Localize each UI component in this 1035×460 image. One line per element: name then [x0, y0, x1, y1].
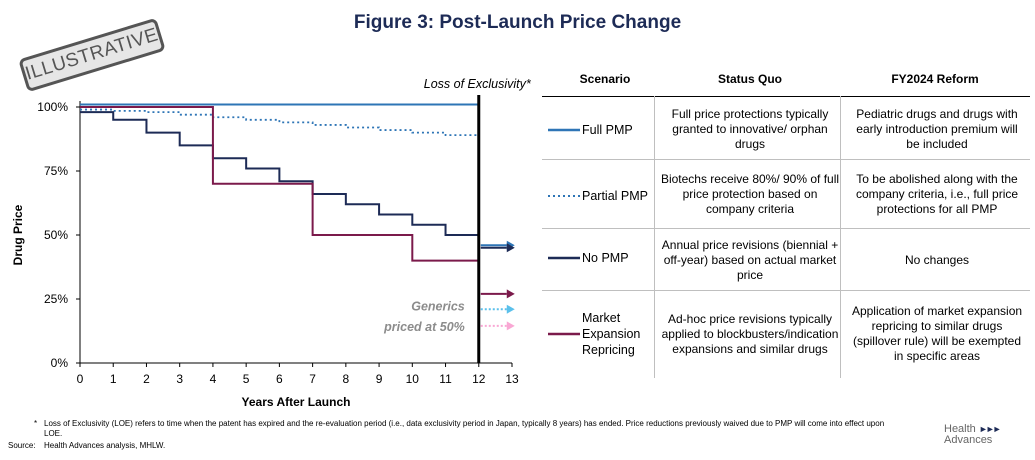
health-advances-logo: Health ►►► Advances: [944, 423, 1002, 446]
arrow-market-expansion-head: [506, 289, 515, 299]
x-tick-label: 0: [77, 372, 84, 386]
x-axis-label: Years After Launch: [242, 395, 351, 409]
y-axis-label: Drug Price: [11, 204, 25, 265]
reform-cell: Pediatric drugs and drugs with early int…: [856, 106, 1018, 151]
series-line-no-pmp: [80, 111, 479, 236]
reform-cell: No changes: [904, 252, 970, 267]
legend-swatch-solid: [548, 128, 580, 132]
table-row-market-expansion: Market Expansion Repricing: [548, 306, 652, 362]
legend-swatch-solid: [548, 256, 580, 260]
x-tick-label: 11: [439, 372, 452, 386]
status-quo-cell: Full price protections typically granted…: [671, 106, 829, 151]
legend-swatch-dotted: [548, 195, 580, 197]
source-text: Health Advances analysis, MHLW.: [44, 441, 166, 450]
table-row-partial-pmp: Partial PMP: [548, 176, 648, 216]
reform-cell: Application of market expansion repricin…: [851, 304, 1023, 363]
footnote-marker: *: [34, 419, 38, 428]
y-tick-label: 0%: [51, 356, 69, 370]
header-status-quo: Status Quo: [717, 72, 782, 86]
arrow-no-pmp-head: [506, 243, 515, 253]
x-tick-label: 9: [376, 372, 383, 386]
x-tick-label: 7: [309, 372, 316, 386]
y-tick-label: 50%: [44, 228, 68, 242]
scenario-label: Market Expansion Repricing: [582, 311, 641, 357]
generics-label-line2: priced at 50%: [383, 320, 465, 334]
status-quo-cell: Biotechs receive 80%/ 90% of full price …: [660, 171, 840, 216]
figure-title: Figure 3: Post-Launch Price Change: [353, 12, 682, 33]
legend-swatch-solid: [548, 332, 580, 336]
x-tick-label: 3: [176, 372, 183, 386]
logo-arrows-icon: ►►►: [978, 424, 1002, 434]
x-tick-label: 13: [505, 372, 519, 386]
table-row-no-pmp: No PMP: [548, 240, 629, 276]
x-tick-label: 10: [406, 372, 420, 386]
header-scenario: Scenario: [579, 72, 631, 86]
row-divider: [542, 290, 1030, 291]
reform-cell: To be abolished along with the company c…: [855, 171, 1019, 216]
table-row-full-pmp: Full PMP: [548, 110, 633, 150]
x-tick-label: 1: [110, 372, 117, 386]
x-tick-label: 2: [143, 372, 150, 386]
x-tick-label: 5: [243, 372, 250, 386]
source-label: Source:: [8, 441, 36, 450]
row-divider: [542, 159, 1030, 160]
x-tick-label: 6: [276, 372, 283, 386]
y-tick-label: 75%: [44, 164, 68, 178]
row-divider: [542, 228, 1030, 229]
footnote: Loss of Exclusivity (LOE) refers to time…: [44, 419, 885, 438]
header-fy2024-reform: FY2024 Reform: [891, 72, 979, 86]
x-tick-label: 12: [472, 372, 486, 386]
column-divider: [840, 96, 841, 378]
series-line-market-expansion-repricing: [80, 106, 479, 262]
status-quo-cell: Annual price revisions (biennial + off-y…: [661, 237, 839, 282]
x-tick-label: 8: [343, 372, 350, 386]
column-divider: [654, 96, 655, 378]
header-divider: [542, 96, 1030, 97]
generics-label-line1: Generics: [411, 300, 465, 314]
arrow-partial-pmp-head: [506, 304, 515, 314]
arrow-generics-head: [506, 321, 515, 331]
x-tick-label: 4: [210, 372, 217, 386]
scenario-label: No PMP: [582, 251, 629, 265]
series-line-partial-pmp: [80, 108, 479, 137]
scenario-label: Partial PMP: [582, 189, 648, 203]
loe-label: Loss of Exclusivity*: [424, 77, 532, 91]
scenario-label: Full PMP: [582, 123, 633, 137]
status-quo-cell: Ad-hoc price revisions typically applied…: [661, 311, 839, 356]
y-tick-label: 25%: [44, 292, 68, 306]
y-tick-label: 100%: [37, 100, 68, 114]
